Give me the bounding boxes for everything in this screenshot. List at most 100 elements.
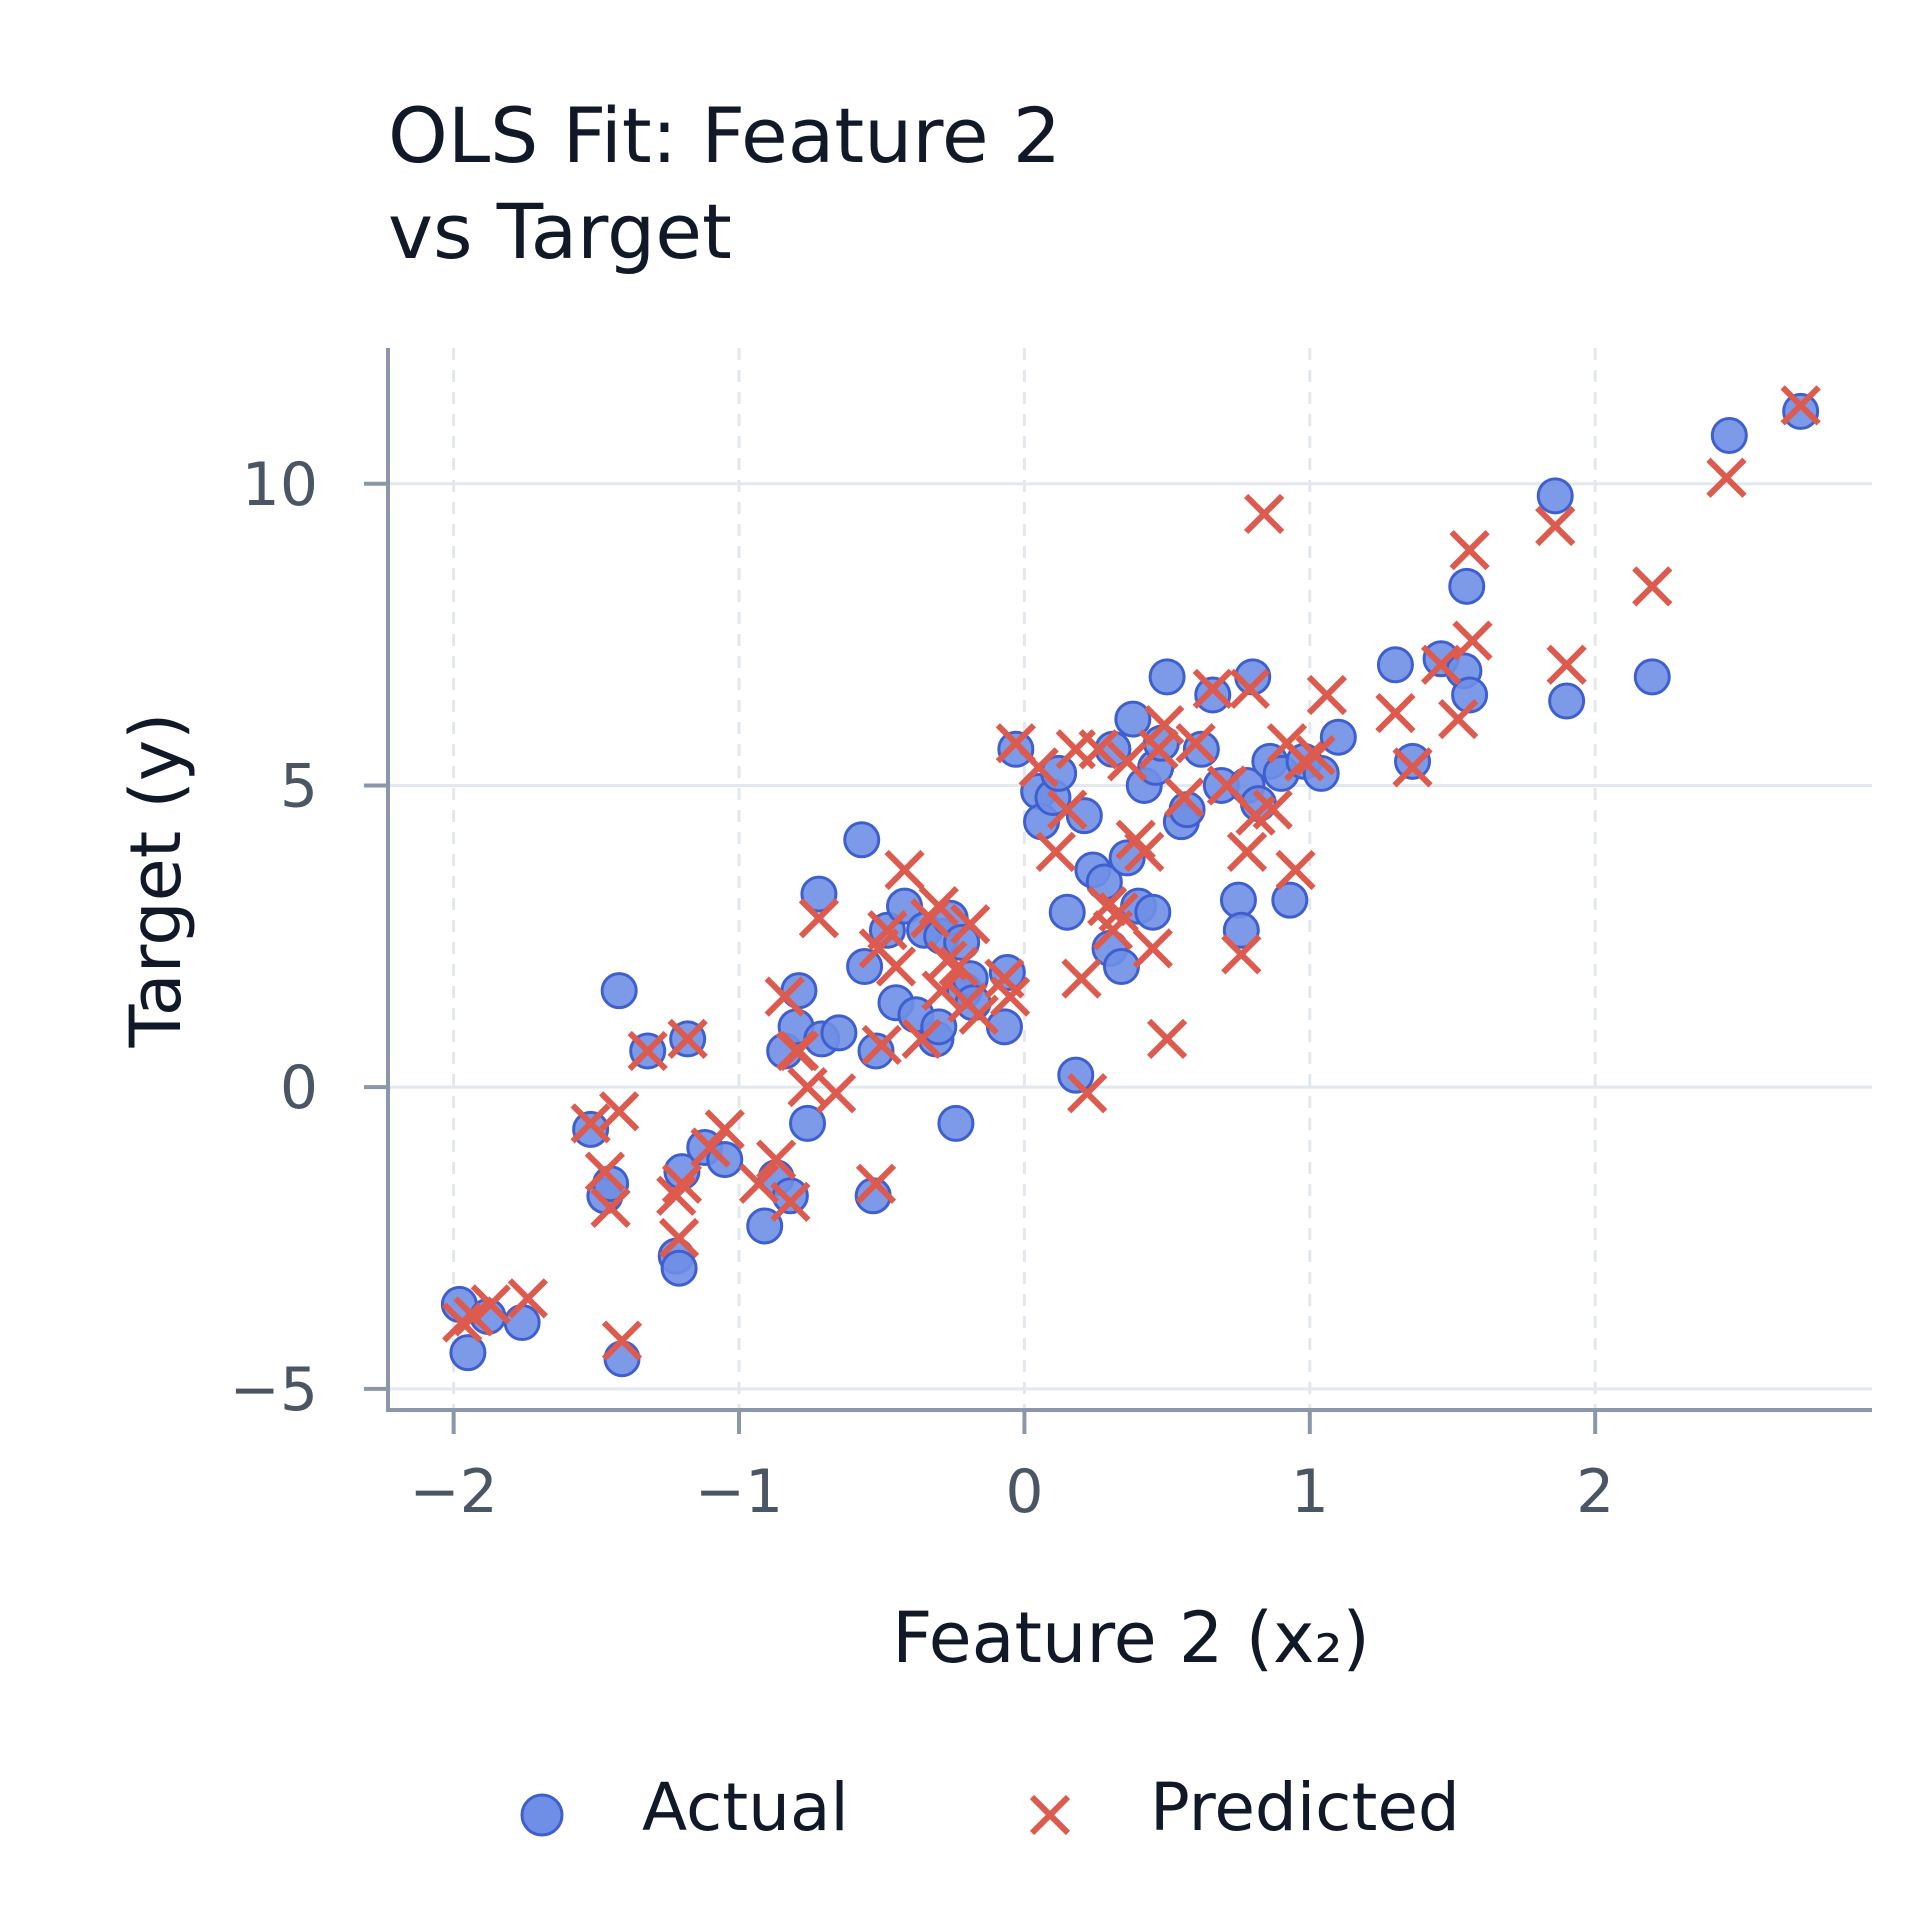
- predicted-point: [704, 1109, 745, 1150]
- predicted-point: [470, 1284, 511, 1325]
- actual-point: [1710, 416, 1748, 454]
- legend-actual-marker: [520, 1793, 564, 1837]
- predicted-point-stroke: [798, 898, 840, 939]
- chart-title-line-2: vs Target: [388, 187, 732, 276]
- predicted-point: [627, 1030, 668, 1072]
- predicted-point: [938, 946, 979, 987]
- predicted-point: [590, 1187, 631, 1228]
- actual-point: [1057, 1056, 1095, 1094]
- predicted-point: [764, 976, 805, 1017]
- predicted-point-stroke: [770, 1181, 811, 1222]
- predicted-point: [815, 1073, 857, 1114]
- predicted-point-stroke: [1067, 1073, 1108, 1114]
- predicted-point: [778, 1030, 820, 1072]
- predicted-point: [1192, 668, 1233, 710]
- predicted-point: [1146, 1018, 1188, 1060]
- predicted-point: [1295, 735, 1336, 776]
- predicted-point-stroke: [1275, 849, 1316, 891]
- predicted-point-stroke: [921, 970, 962, 1011]
- actual-point: [1134, 893, 1172, 931]
- axes: [364, 348, 1872, 1434]
- actual-point: [1114, 700, 1152, 738]
- predicted-point-stroke: [1306, 674, 1348, 716]
- predicted-point: [1164, 777, 1205, 818]
- predicted-point: [927, 940, 968, 981]
- actual-point: [1376, 646, 1414, 684]
- predicted-point-stroke: [1252, 789, 1293, 830]
- actual-point: [1148, 658, 1186, 696]
- predicted-point: [658, 1217, 700, 1259]
- predicted-point: [1306, 674, 1348, 716]
- predicted-point: [1283, 741, 1325, 782]
- predicted-point-stroke: [875, 946, 917, 987]
- actual-point: [1633, 658, 1671, 696]
- legend-predicted-label: Predicted: [1150, 1769, 1460, 1846]
- legend-predicted-marker: [1029, 1794, 1071, 1836]
- predicted-point: [1706, 457, 1747, 498]
- predicted-point-stroke: [1035, 831, 1076, 872]
- predicted-point: [507, 1278, 548, 1319]
- actual-point: [800, 875, 838, 913]
- predicted-point-stroke: [1375, 692, 1416, 734]
- x-tick-label: 1: [1291, 1457, 1329, 1527]
- predicted-point-stroke: [990, 976, 1031, 1017]
- actual-point: [1548, 682, 1586, 720]
- predicted-point: [950, 904, 991, 945]
- predicted-point: [1420, 644, 1462, 685]
- predicted-point-stroke: [1244, 493, 1285, 535]
- actual-point: [1319, 718, 1357, 756]
- predicted-point: [1438, 698, 1479, 740]
- predicted-point: [1132, 928, 1173, 969]
- predicted-point-stroke: [901, 1018, 942, 1060]
- x-tick-label: −2: [409, 1457, 497, 1527]
- predicted-point-stroke: [704, 1109, 745, 1150]
- predicted-point-stroke: [507, 1278, 548, 1319]
- predicted-point-stroke: [1132, 928, 1173, 969]
- predicted-point-stroke: [470, 1284, 511, 1325]
- predicted-point: [1535, 505, 1576, 547]
- predicted-point-stroke: [1449, 530, 1490, 571]
- predicted-point-stroke: [442, 1302, 483, 1343]
- predicted-point-stroke: [1078, 729, 1119, 770]
- predicted-point: [1144, 705, 1185, 746]
- predicted-point-stroke: [1438, 698, 1479, 740]
- series-actual: [440, 392, 1820, 1378]
- predicted-point-stroke: [661, 1163, 703, 1204]
- tick-labels: −5 0 5 10 −2 −1 0 1 2: [230, 450, 1615, 1527]
- predicted-point-stroke: [867, 910, 908, 951]
- predicted-point: [867, 910, 908, 951]
- predicted-point-stroke: [1452, 620, 1493, 661]
- y-axis-title: Target (y): [115, 713, 197, 1049]
- predicted-point-stroke: [738, 1163, 780, 1204]
- predicted-point-stroke: [584, 1151, 626, 1192]
- legend-actual-label: Actual: [642, 1769, 849, 1846]
- predicted-point-stroke: [918, 886, 959, 927]
- actual-point: [1448, 567, 1486, 605]
- x-tick-label: 2: [1576, 1457, 1614, 1527]
- predicted-point-stroke: [1706, 457, 1747, 498]
- actual-point: [1194, 676, 1232, 714]
- predicted-point-stroke: [778, 1030, 820, 1072]
- predicted-point-stroke: [627, 1030, 668, 1072]
- predicted-point-stroke: [599, 1091, 640, 1132]
- predicted-point-stroke: [1164, 777, 1205, 818]
- predicted-point-stroke: [1206, 765, 1248, 806]
- predicted-point-stroke: [861, 1024, 902, 1066]
- predicted-point: [1375, 692, 1416, 734]
- predicted-point: [1229, 668, 1270, 710]
- predicted-point-stroke: [1229, 668, 1270, 710]
- actual-point: [997, 730, 1035, 768]
- predicted-point: [918, 886, 959, 927]
- predicted-point-stroke: [1221, 934, 1262, 975]
- predicted-point-stroke: [884, 849, 925, 891]
- data-points: [440, 385, 1821, 1378]
- actual-point: [843, 821, 881, 859]
- predicted-point: [756, 1139, 797, 1180]
- predicted-point: [1221, 934, 1262, 975]
- predicted-point: [1226, 831, 1268, 872]
- x-tick-label: 0: [1005, 1457, 1043, 1527]
- predicted-point-stroke: [984, 958, 1025, 999]
- predicted-point: [1087, 886, 1128, 927]
- predicted-point: [1124, 831, 1165, 872]
- actual-point: [920, 1008, 958, 1046]
